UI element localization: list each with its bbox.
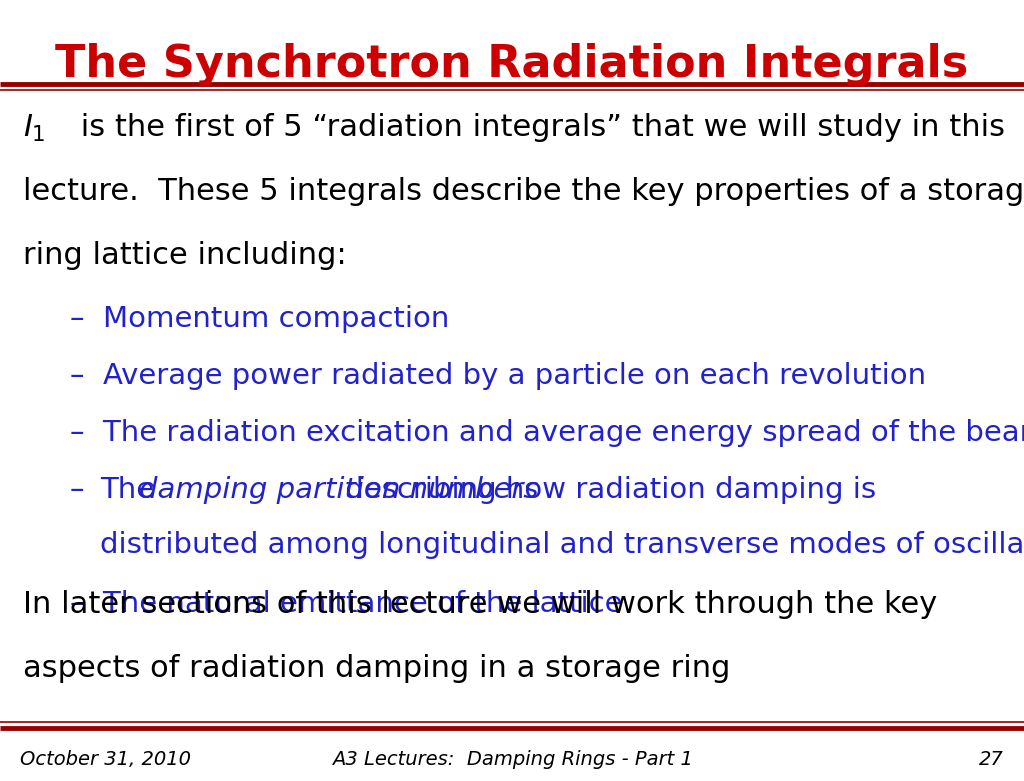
Text: October 31, 2010: October 31, 2010	[20, 750, 191, 769]
Text: The Synchrotron Radiation Integrals: The Synchrotron Radiation Integrals	[55, 43, 969, 86]
Text: 27: 27	[979, 750, 1004, 769]
Text: A3 Lectures:  Damping Rings - Part 1: A3 Lectures: Damping Rings - Part 1	[332, 750, 692, 769]
Text: damping partition numbers: damping partition numbers	[139, 476, 539, 505]
Text: –  The natural emittance of the lattice: – The natural emittance of the lattice	[70, 590, 623, 619]
Text: The: The	[100, 476, 164, 505]
Text: –  The radiation excitation and average energy spread of the beam: – The radiation excitation and average e…	[70, 419, 1024, 448]
Text: lecture.  These 5 integrals describe the key properties of a storage: lecture. These 5 integrals describe the …	[23, 177, 1024, 206]
Text: –  Average power radiated by a particle on each revolution: – Average power radiated by a particle o…	[70, 362, 926, 390]
Text: $I_1$: $I_1$	[23, 113, 45, 144]
Text: distributed among longitudinal and transverse modes of oscillation: distributed among longitudinal and trans…	[100, 530, 1024, 558]
Text: –: –	[70, 476, 84, 505]
Text: –  Momentum compaction: – Momentum compaction	[70, 305, 449, 333]
Text: aspects of radiation damping in a storage ring: aspects of radiation damping in a storag…	[23, 654, 730, 683]
Text: describing how radiation damping is: describing how radiation damping is	[336, 476, 876, 505]
Text: is the first of 5 “radiation integrals” that we will study in this: is the first of 5 “radiation integrals” …	[71, 113, 1005, 142]
Text: ring lattice including:: ring lattice including:	[23, 241, 346, 270]
Text: In later sections of this lecture we will work through the key: In later sections of this lecture we wil…	[23, 590, 937, 619]
